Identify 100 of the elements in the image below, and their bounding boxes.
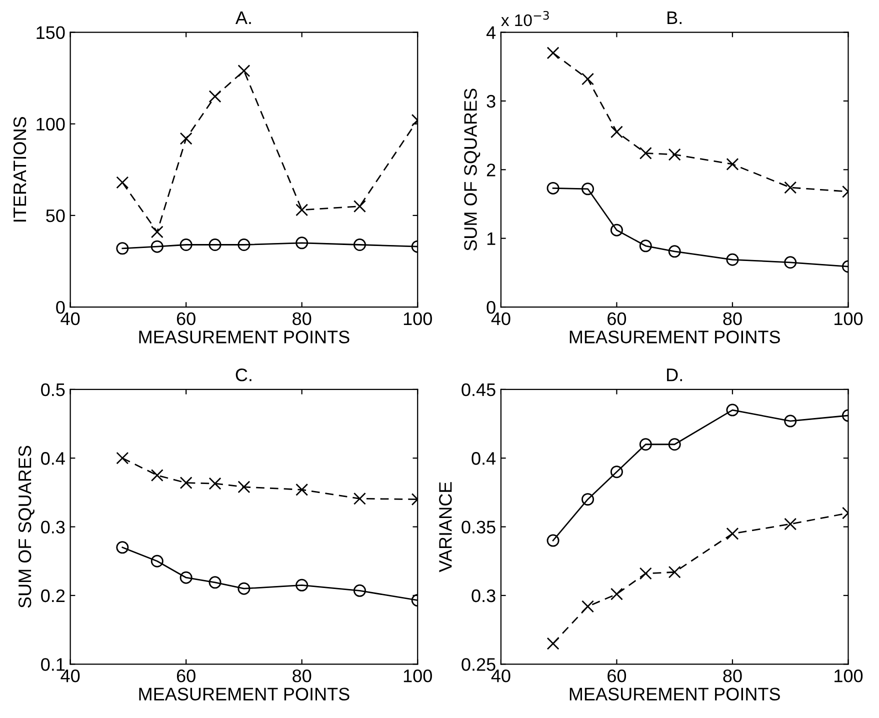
y-tick-label: 0.35 — [462, 520, 496, 534]
y-tick-label: 50 — [46, 209, 65, 222]
point — [238, 238, 250, 252]
y-tick-label: 0 — [486, 300, 496, 314]
x-axis-title: MEASUREMENT POINTS — [139, 688, 350, 700]
point — [238, 64, 250, 78]
chart-title: A. — [235, 12, 251, 24]
point — [726, 527, 739, 540]
chart-title: C. — [236, 368, 252, 382]
point — [639, 240, 652, 252]
y-tick-label: 0.4 — [41, 452, 65, 465]
x-axis-title: MEASUREMENT POINTS — [139, 330, 350, 344]
y-tick-label: 4 — [486, 26, 496, 39]
point — [116, 176, 129, 189]
x-tick-label: 40 — [60, 312, 80, 326]
x-tick-label: 40 — [491, 669, 510, 682]
point — [610, 466, 623, 478]
point — [546, 46, 560, 60]
y-tick-label: 0.4 — [472, 452, 496, 465]
y-tick-label: 100 — [36, 118, 65, 131]
y-tick-label: 3 — [486, 94, 496, 108]
x-tick-label: 80 — [292, 312, 312, 326]
x-tick-label: 60 — [176, 669, 196, 682]
point — [208, 576, 222, 589]
point — [639, 146, 652, 160]
x-tick-label: 80 — [723, 669, 742, 682]
point — [208, 477, 222, 490]
point — [238, 582, 250, 595]
point — [116, 242, 129, 255]
point — [610, 224, 623, 236]
point — [784, 181, 797, 194]
point — [784, 414, 797, 428]
point — [353, 492, 366, 505]
point — [150, 226, 164, 238]
point — [180, 132, 192, 145]
x-tick-label: 100 — [404, 312, 432, 326]
point — [180, 571, 192, 584]
x-tick-label: 100 — [834, 669, 863, 682]
point — [610, 588, 623, 600]
point — [582, 493, 594, 506]
point — [150, 554, 164, 568]
point — [639, 438, 652, 451]
y-tick-label: 150 — [36, 26, 65, 40]
y-axis-title: ITERATIONS — [13, 116, 26, 222]
x-tick-label: 100 — [404, 669, 432, 682]
point — [180, 476, 192, 490]
point — [784, 518, 797, 530]
x-tick-label: 60 — [608, 669, 626, 682]
point — [208, 238, 222, 252]
point — [150, 469, 164, 482]
point — [116, 452, 129, 464]
point — [116, 541, 129, 554]
x-axis-title: MEASUREMENT POINTS — [570, 688, 780, 700]
point — [639, 567, 652, 580]
chart-title: D. — [667, 368, 682, 382]
y-tick-label: 1 — [487, 232, 496, 245]
point — [296, 483, 308, 496]
point — [784, 256, 797, 269]
y-tick-label: 0.3 — [41, 520, 65, 534]
point — [726, 404, 739, 416]
point — [726, 253, 739, 266]
point — [668, 566, 681, 578]
point — [546, 637, 560, 650]
point — [610, 126, 623, 138]
y-axis-title: SUM OF SQUARES — [18, 446, 34, 608]
x-tick-label: 40 — [60, 669, 80, 682]
y-axis-title: VARIANCE — [439, 482, 452, 572]
x-tick-label: 40 — [491, 312, 510, 326]
x-axis-title: MEASUREMENT POINTS — [570, 330, 780, 344]
point — [353, 200, 366, 213]
y-tick-label: 0.5 — [41, 383, 65, 396]
point — [582, 182, 594, 196]
text: x 10$^{−3}$ — [501, 10, 549, 26]
y-tick-label: 0 — [56, 300, 65, 314]
point — [668, 148, 681, 161]
y-tick-label: 0.45 — [462, 383, 496, 396]
x-tick-label: 80 — [292, 669, 312, 682]
y-tick-label: 2 — [486, 164, 496, 176]
point — [238, 480, 250, 494]
y-tick-label: 0.25 — [462, 658, 496, 671]
y-axis-title: SUM OF SQUARES — [464, 88, 480, 251]
x-tick-label: 60 — [608, 312, 626, 326]
point — [353, 238, 366, 252]
point — [180, 238, 192, 252]
y-tick-label: 0.2 — [41, 589, 65, 602]
y-tick-label: 0.3 — [472, 589, 496, 602]
x-tick-label: 100 — [834, 312, 863, 326]
point — [582, 72, 594, 86]
point — [150, 240, 164, 253]
point — [296, 578, 308, 592]
x-tick-label: 80 — [723, 312, 742, 326]
point — [353, 584, 366, 597]
y-tick-label: 0.1 — [41, 658, 65, 671]
x-tick-label: 60 — [176, 312, 196, 326]
point — [668, 245, 681, 258]
point — [296, 204, 308, 216]
point — [208, 90, 222, 103]
point — [296, 236, 308, 250]
point — [546, 534, 560, 547]
point — [546, 182, 560, 194]
